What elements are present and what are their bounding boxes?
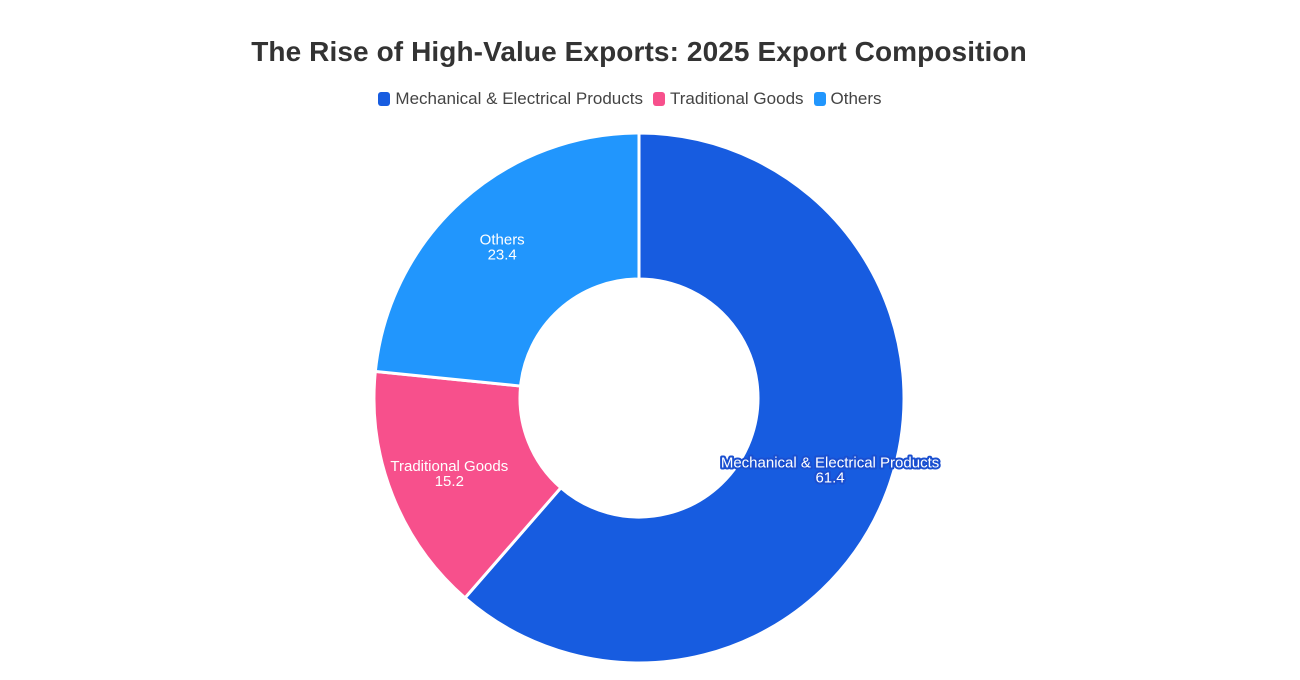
slice-label-others: Others <box>480 232 525 249</box>
slice-traditional-goods[interactable] <box>372 369 563 600</box>
slice-value-traditional-goods: 15.2 <box>435 473 464 490</box>
slice-label-traditional-goods: Traditional Goods <box>390 458 508 475</box>
slice-label-mechanical-electrical: Mechanical & Electrical Products <box>721 455 939 472</box>
slice-value-mechanical-electrical: 61.4 <box>815 470 844 487</box>
legend-swatch-traditional-goods <box>652 92 665 106</box>
legend-swatch-others <box>813 92 826 106</box>
slice-others[interactable] <box>373 131 641 388</box>
slice-mechanical-electrical[interactable] <box>463 131 906 665</box>
chart-title: The Rise of High-Value Exports: 2025 Exp… <box>251 36 1027 67</box>
legend-item-others[interactable]: Others <box>813 89 882 109</box>
legend-label-mechanical-electrical: Mechanical & Electrical Products <box>395 89 643 108</box>
donut-slices <box>372 131 906 665</box>
legend-label-traditional-goods: Traditional Goods <box>669 89 804 108</box>
slice-value-others: 23.4 <box>488 247 517 264</box>
legend-label-others: Others <box>830 89 882 108</box>
chart-legend: Mechanical & Electrical Products Traditi… <box>0 89 1260 109</box>
legend-item-traditional-goods[interactable]: Traditional Goods <box>652 89 804 109</box>
legend-swatch-mechanical-electrical <box>378 92 391 106</box>
legend-item-mechanical-electrical[interactable]: Mechanical & Electrical Products <box>378 89 643 109</box>
